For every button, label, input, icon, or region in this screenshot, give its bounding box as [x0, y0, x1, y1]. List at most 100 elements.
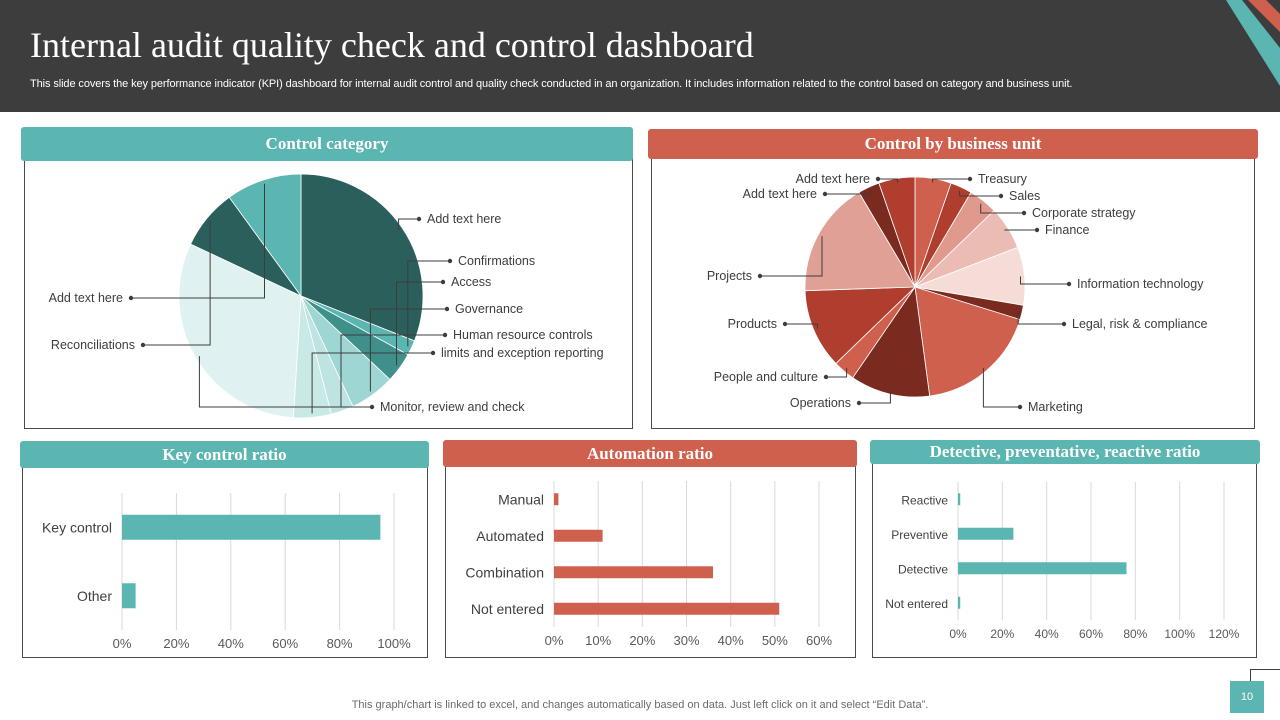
pie-slice-add-text-here: [300, 173, 424, 342]
x-tick-label: 60%: [272, 636, 298, 651]
control-category-panel: Add text here Confirmations Access Governan…: [24, 156, 633, 429]
leader-dot: [998, 193, 1004, 199]
leader-dot: [1017, 404, 1023, 410]
leader-line: [785, 323, 818, 329]
automation-header: Automation ratio: [443, 440, 857, 467]
pie-label-access: Access: [451, 275, 491, 289]
leader-dot: [822, 191, 828, 197]
bar-not-entered: [554, 602, 780, 615]
detective-chart: 0% 20% 40% 60% 80% 100% 120% Reactive Preventive…: [885, 482, 1240, 641]
pie-label-people-and-culture: People and culture: [714, 370, 818, 384]
leader-line: [198, 356, 372, 408]
leader-line: [878, 178, 898, 183]
pie-label-legal-risk-compliance: Legal, risk & compliance: [1072, 317, 1208, 331]
pie-label-reconciliations: Reconciliations: [51, 338, 135, 352]
control-category-chart: Add text here Confirmations Access Governan…: [49, 173, 604, 419]
pie-label-add-text-here: Add text here: [743, 187, 817, 201]
pie-label-finance: Finance: [1045, 223, 1090, 237]
x-tick-label: 120%: [1209, 627, 1240, 641]
x-tick-label: 10%: [585, 633, 611, 648]
pie-label-projects: Projects: [707, 269, 752, 283]
pie-label-add-text-here: Add text here: [49, 291, 123, 305]
leader-dot: [967, 176, 973, 182]
bar-combination: [554, 566, 713, 579]
leader-dot: [128, 295, 134, 301]
leader-line: [143, 220, 211, 346]
leader-dot: [782, 321, 788, 327]
leader-dot: [140, 342, 146, 348]
pie-label-sales: Sales: [1009, 189, 1040, 203]
x-tick-label: 20%: [163, 636, 189, 651]
category-label-combination: Combination: [465, 564, 544, 580]
leader-dot: [823, 374, 829, 380]
x-tick-label: 0%: [545, 633, 564, 648]
leader-line: [1017, 311, 1064, 325]
pie-label-monitor-review-and-check: Monitor, review and check: [380, 400, 525, 414]
leader-dot: [440, 279, 446, 285]
automation-panel: 0% 10% 20% 30% 40% 50% 60% Manual Automated Combi…: [445, 464, 856, 658]
x-tick-label: 40%: [718, 633, 744, 648]
x-tick-label: 50%: [762, 633, 788, 648]
leader-line: [825, 190, 871, 195]
leader-line: [959, 190, 1001, 197]
leader-line: [1020, 276, 1069, 285]
x-tick-label: 20%: [990, 627, 1014, 641]
leader-dot: [442, 332, 448, 338]
automation-chart: 0% 10% 20% 30% 40% 50% 60% Manual Automated Combi…: [465, 481, 832, 648]
leader-dot: [430, 350, 436, 356]
x-tick-label: 60%: [1079, 627, 1103, 641]
leader-line: [932, 178, 970, 183]
category-label-detective: Detective: [898, 562, 948, 576]
leader-dot: [447, 258, 453, 264]
leader-dot: [1066, 281, 1072, 287]
bar-not-entered: [958, 596, 961, 609]
leader-dot: [416, 216, 422, 222]
x-tick-label: 40%: [1035, 627, 1059, 641]
detective-header: Detective, preventative, reactive ratio: [870, 440, 1260, 464]
pie-label-governance: Governance: [455, 302, 523, 316]
pie-label-information-technology: Information technology: [1077, 277, 1204, 291]
x-tick-label: 60%: [806, 633, 832, 648]
pie-label-treasury: Treasury: [978, 172, 1028, 186]
pie-slice-add-text-here: [228, 173, 302, 298]
leader-line: [407, 260, 450, 347]
control-category-header: Control category: [21, 127, 633, 161]
leader-dot: [1021, 210, 1027, 216]
corner-stripes: [1226, 0, 1280, 86]
pie-label-add-text-here: Add text here: [427, 212, 501, 226]
page-corner-line: [1250, 669, 1251, 681]
leader-line: [369, 308, 447, 392]
key-control-panel: 0% 20% 40% 60% 80% 100% Key control Other: [22, 464, 428, 658]
leader-dot: [856, 400, 862, 406]
category-label-manual: Manual: [498, 491, 544, 507]
bar-other: [122, 583, 136, 609]
business-unit-chart: Treasury Sales Corporate strategy Finance In…: [707, 172, 1208, 414]
page-corner-line-top: [1250, 669, 1280, 670]
leader-line: [340, 334, 445, 407]
leader-dot: [1061, 321, 1067, 327]
category-label-not-entered: Not entered: [471, 601, 544, 617]
corner-decoration: [1200, 0, 1280, 90]
page-title: Internal audit quality check and control…: [30, 25, 754, 65]
leader-dot: [444, 306, 450, 312]
category-label-preventive: Preventive: [891, 528, 948, 542]
leader-line: [398, 218, 419, 230]
header-bar: Internal audit quality check and control…: [0, 0, 1280, 112]
page-subtitle: This slide covers the key performance in…: [30, 78, 1073, 90]
leader-line: [311, 352, 433, 414]
leader-dot: [875, 176, 881, 182]
pie-label-human-resource-controls: Human resource controls: [453, 328, 593, 342]
bar-reactive: [958, 493, 961, 506]
pie-label-products: Products: [728, 317, 777, 331]
x-tick-label: 40%: [218, 636, 244, 651]
pie-label-operations: Operations: [790, 396, 851, 410]
category-label-not-entered: Not entered: [885, 597, 948, 611]
footer-note: This graph/chart is linked to excel, and…: [351, 699, 929, 711]
x-tick-label: 20%: [629, 633, 655, 648]
pie-label-corporate-strategy: Corporate strategy: [1032, 206, 1136, 220]
key-control-header: Key control ratio: [20, 441, 429, 468]
bar-detective: [958, 562, 1127, 575]
x-tick-label: 100%: [377, 636, 411, 651]
x-tick-label: 100%: [1164, 627, 1195, 641]
bar-automated: [554, 529, 603, 542]
